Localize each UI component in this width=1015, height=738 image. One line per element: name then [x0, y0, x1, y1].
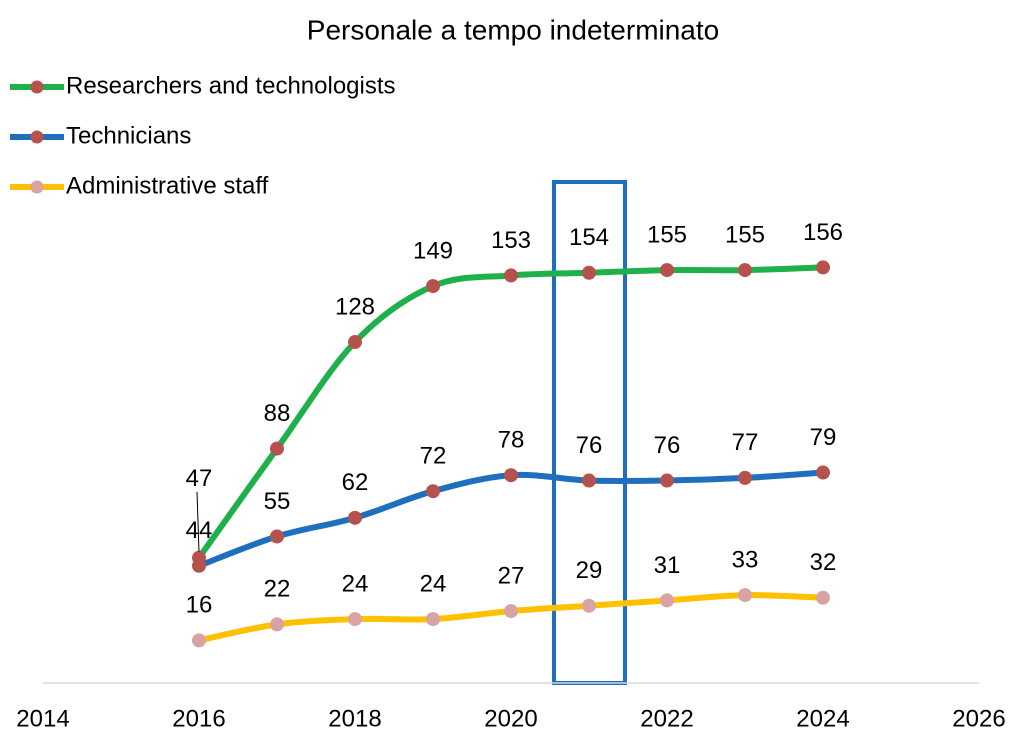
marker	[426, 484, 440, 499]
marker	[426, 279, 440, 294]
marker	[660, 473, 674, 488]
x-tick-label: 2020	[484, 705, 537, 732]
legend-marker	[30, 180, 44, 194]
leader-line	[196, 491, 200, 552]
x-tick-label: 2014	[16, 705, 69, 732]
marker	[582, 265, 596, 280]
data-label: 77	[732, 429, 759, 456]
marker	[426, 612, 440, 627]
series-line	[196, 264, 824, 560]
marker	[348, 612, 362, 627]
data-label: 44	[186, 517, 213, 544]
data-label: 149	[413, 237, 453, 264]
data-label: 55	[264, 488, 291, 515]
x-tick-label: 2022	[640, 705, 693, 732]
data-label: 155	[725, 221, 765, 248]
marker	[738, 588, 752, 603]
marker	[582, 598, 596, 613]
legend-marker	[30, 80, 44, 94]
marker	[816, 590, 830, 605]
marker	[192, 633, 206, 648]
data-label: 47	[186, 465, 213, 492]
series-line	[197, 469, 824, 569]
marker	[582, 473, 596, 488]
data-label: 24	[342, 570, 369, 597]
data-label: 88	[264, 400, 291, 427]
data-label: 79	[810, 424, 837, 451]
data-label: 24	[420, 570, 447, 597]
legend-marker	[30, 130, 44, 144]
marker	[738, 263, 752, 278]
data-label: 76	[576, 432, 603, 459]
marker	[504, 604, 518, 619]
marker	[504, 468, 518, 483]
data-label: 31	[654, 552, 681, 579]
data-label: 78	[498, 427, 525, 454]
marker	[348, 335, 362, 350]
marker	[270, 617, 284, 632]
data-label: 27	[498, 562, 525, 589]
chart-title: Personale a tempo indeterminato	[307, 14, 719, 45]
legend-label: Technicians	[66, 122, 191, 149]
data-label: 33	[732, 546, 759, 573]
marker	[816, 465, 830, 480]
marker	[660, 263, 674, 278]
data-label: 22	[264, 576, 291, 603]
data-label: 155	[647, 221, 687, 248]
marker	[504, 268, 518, 283]
marker	[270, 441, 284, 456]
data-label: 32	[810, 549, 837, 576]
data-label: 16	[186, 592, 213, 619]
marker	[192, 558, 206, 573]
data-label: 29	[576, 557, 603, 584]
data-label: 62	[342, 469, 369, 496]
data-label: 128	[335, 293, 375, 320]
legend-label: Researchers and technologists	[66, 72, 396, 99]
marker	[348, 510, 362, 525]
data-label: 72	[420, 443, 447, 470]
marker	[738, 470, 752, 485]
marker	[270, 529, 284, 544]
data-label: 153	[491, 227, 531, 254]
x-tick-label: 2026	[952, 705, 1005, 732]
legend-label: Administrative staff	[66, 172, 269, 199]
x-tick-label: 2024	[796, 705, 849, 732]
x-tick-label: 2016	[172, 705, 225, 732]
marker	[660, 593, 674, 608]
x-tick-label: 2018	[328, 705, 381, 732]
data-label: 156	[803, 219, 843, 246]
data-label: 154	[569, 224, 609, 251]
marker	[816, 260, 830, 275]
data-label: 76	[654, 432, 681, 459]
